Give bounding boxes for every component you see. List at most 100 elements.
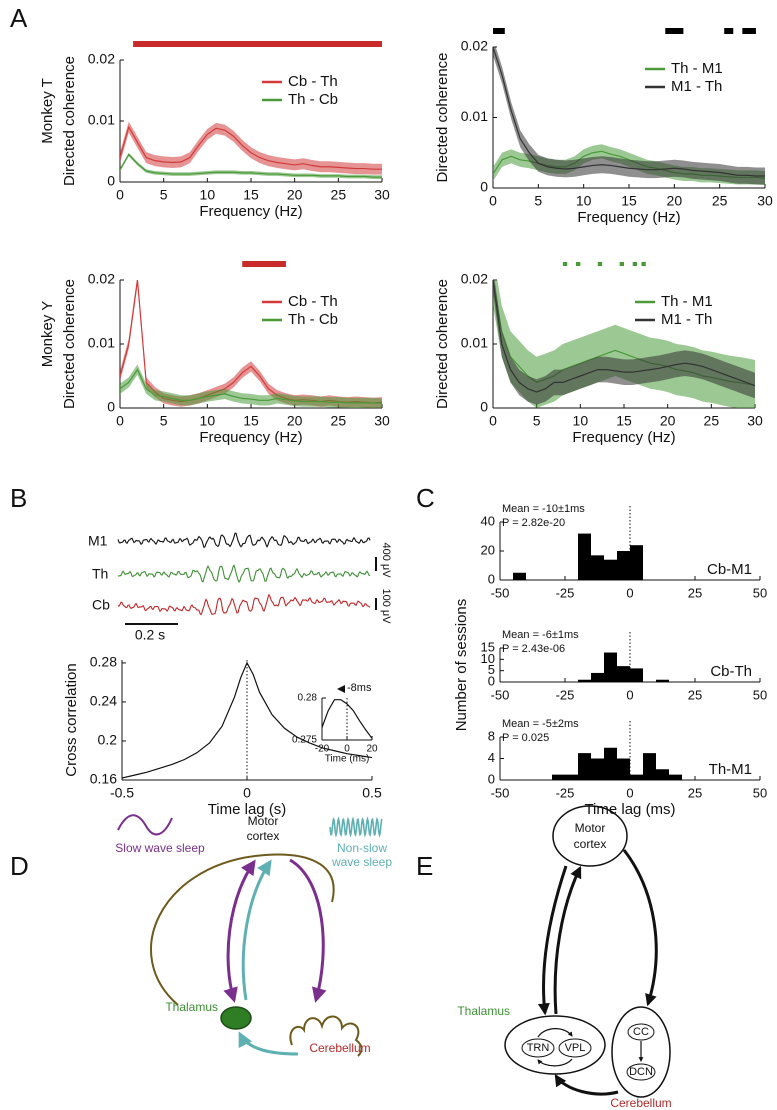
line (493, 280, 755, 393)
bar (604, 559, 617, 580)
label: Motor (248, 814, 279, 828)
bar (552, 774, 565, 780)
x-tick-label: -0.5 (110, 785, 134, 801)
legend-label: Cb - Th (288, 293, 338, 310)
x-tick-label: 50 (753, 687, 767, 702)
x-tick-label: 0 (626, 687, 633, 702)
x-axis-label: Frequency (Hz) (199, 429, 302, 446)
y-tick-label: 40 (481, 513, 495, 528)
bar (630, 545, 643, 580)
y-tick-label: 0 (488, 571, 495, 586)
cc-node (627, 1023, 655, 1041)
x-tick-label: 5 (160, 413, 168, 429)
chart-label: Th-M1 (709, 761, 752, 778)
x-tick-label: -25 (556, 687, 575, 702)
y-tick-label: 0 (488, 673, 495, 688)
bar (617, 551, 630, 580)
y-tick-label: 0 (107, 399, 115, 415)
x-tick-label: 25 (331, 187, 347, 203)
annotation: Mean = -10±1ms (502, 503, 585, 515)
x-tick-label: -25 (556, 585, 575, 600)
non-slow-wave-icon (329, 816, 383, 838)
x-tick-label: 0 (626, 585, 633, 600)
x-tick-label: 5 (160, 187, 168, 203)
y-tick-label: 0.02 (461, 38, 488, 54)
x-tick-label: 30 (747, 413, 763, 429)
x-tick-label: 0 (116, 187, 124, 203)
arrow (537, 865, 568, 1016)
y-axis-label: Directed coherence (61, 56, 78, 186)
y-tick-label: 0.02 (88, 51, 115, 67)
bar (578, 533, 591, 580)
y-tick-label: 8 (488, 728, 495, 743)
x-tick-label: 25 (704, 413, 720, 429)
bar (630, 668, 643, 682)
x-tick-label: 10 (200, 413, 216, 429)
trace (117, 593, 371, 616)
annotation: P = 2.43e-06 (502, 643, 565, 655)
x-tick-label: 10 (200, 187, 216, 203)
y-tick-label: 0 (480, 399, 488, 415)
trace-label: Th (92, 566, 108, 582)
x-tick-label: 10 (576, 193, 592, 209)
x-tick-label: 20 (287, 187, 303, 203)
y-tick-label: 0 (107, 173, 115, 189)
y-tick-label: 10 (481, 651, 495, 666)
x-tick-label: 0 (344, 744, 350, 755)
y-tick-label: 0.275 (292, 735, 317, 746)
label: Slow wave sleep (115, 841, 205, 855)
x-tick-label: 15 (243, 413, 259, 429)
line (122, 661, 372, 779)
label: TRN (527, 1042, 550, 1054)
x-tick-label: 50 (753, 785, 767, 800)
legend-label: Th - M1 (671, 60, 723, 77)
y-tick-label: 15 (481, 639, 495, 654)
x-tick-label: 30 (757, 193, 773, 209)
arrow (241, 859, 272, 1001)
scale-label: 0.2 s (135, 627, 165, 643)
x-tick-label: -20 (315, 744, 330, 755)
y-tick-label: 0.01 (88, 112, 115, 128)
legend-label: M1 - Th (671, 78, 722, 95)
chart: 0.16 0.2 0.24 0.28 -0.5 0 0.5 Time lag (s) Cross… (63, 654, 382, 818)
row-label: Monkey Y (39, 301, 56, 367)
arrow (553, 865, 582, 1015)
traces: M1 Th Cb 400 μV 100 μV 0.2 s (88, 533, 392, 643)
arrow (537, 1058, 573, 1067)
y-axis-label: Directed coherence (434, 52, 451, 182)
label: Thalamus (165, 1000, 218, 1014)
error-band (493, 280, 755, 405)
x-axis-label: Time (ms) (325, 754, 370, 765)
trace-label: M1 (88, 533, 108, 549)
trn-node (521, 1038, 555, 1058)
x-tick-label: 0 (116, 413, 124, 429)
y-axis-label: Directed coherence (61, 279, 78, 409)
y-tick-label: 5 (488, 662, 495, 677)
diagram-e: Motor cortex Thalamus TRN VPL CC DCN Cer… (457, 805, 672, 1110)
error-band (493, 47, 765, 185)
y-tick-label: 0.28 (298, 693, 318, 704)
label: cortex (247, 829, 280, 843)
slow-wave-icon (117, 814, 173, 836)
bar (617, 666, 630, 682)
y-tick-label: 0.01 (88, 335, 115, 351)
arrow (554, 1073, 619, 1096)
bar (565, 774, 578, 780)
y-tick-label: 0.01 (461, 335, 488, 351)
label: CC (633, 1026, 649, 1038)
legend-label: Cb - Th (288, 73, 338, 90)
x-tick-label: 25 (688, 585, 702, 600)
bar (604, 747, 617, 780)
line (120, 368, 382, 405)
chart: 0 0.01 0.02 0 5 10 15 20 25 30 Frequency (Hz) Direc… (434, 28, 773, 226)
x-tick-label: 15 (616, 413, 632, 429)
arrow (238, 1031, 299, 1056)
x-tick-label: 10 (573, 413, 589, 429)
y-axis-label: Cross correlation (63, 663, 80, 776)
x-tick-label: 30 (374, 413, 390, 429)
panel-label: D (10, 851, 29, 881)
annotation: Mean = -6±1ms (502, 629, 579, 641)
